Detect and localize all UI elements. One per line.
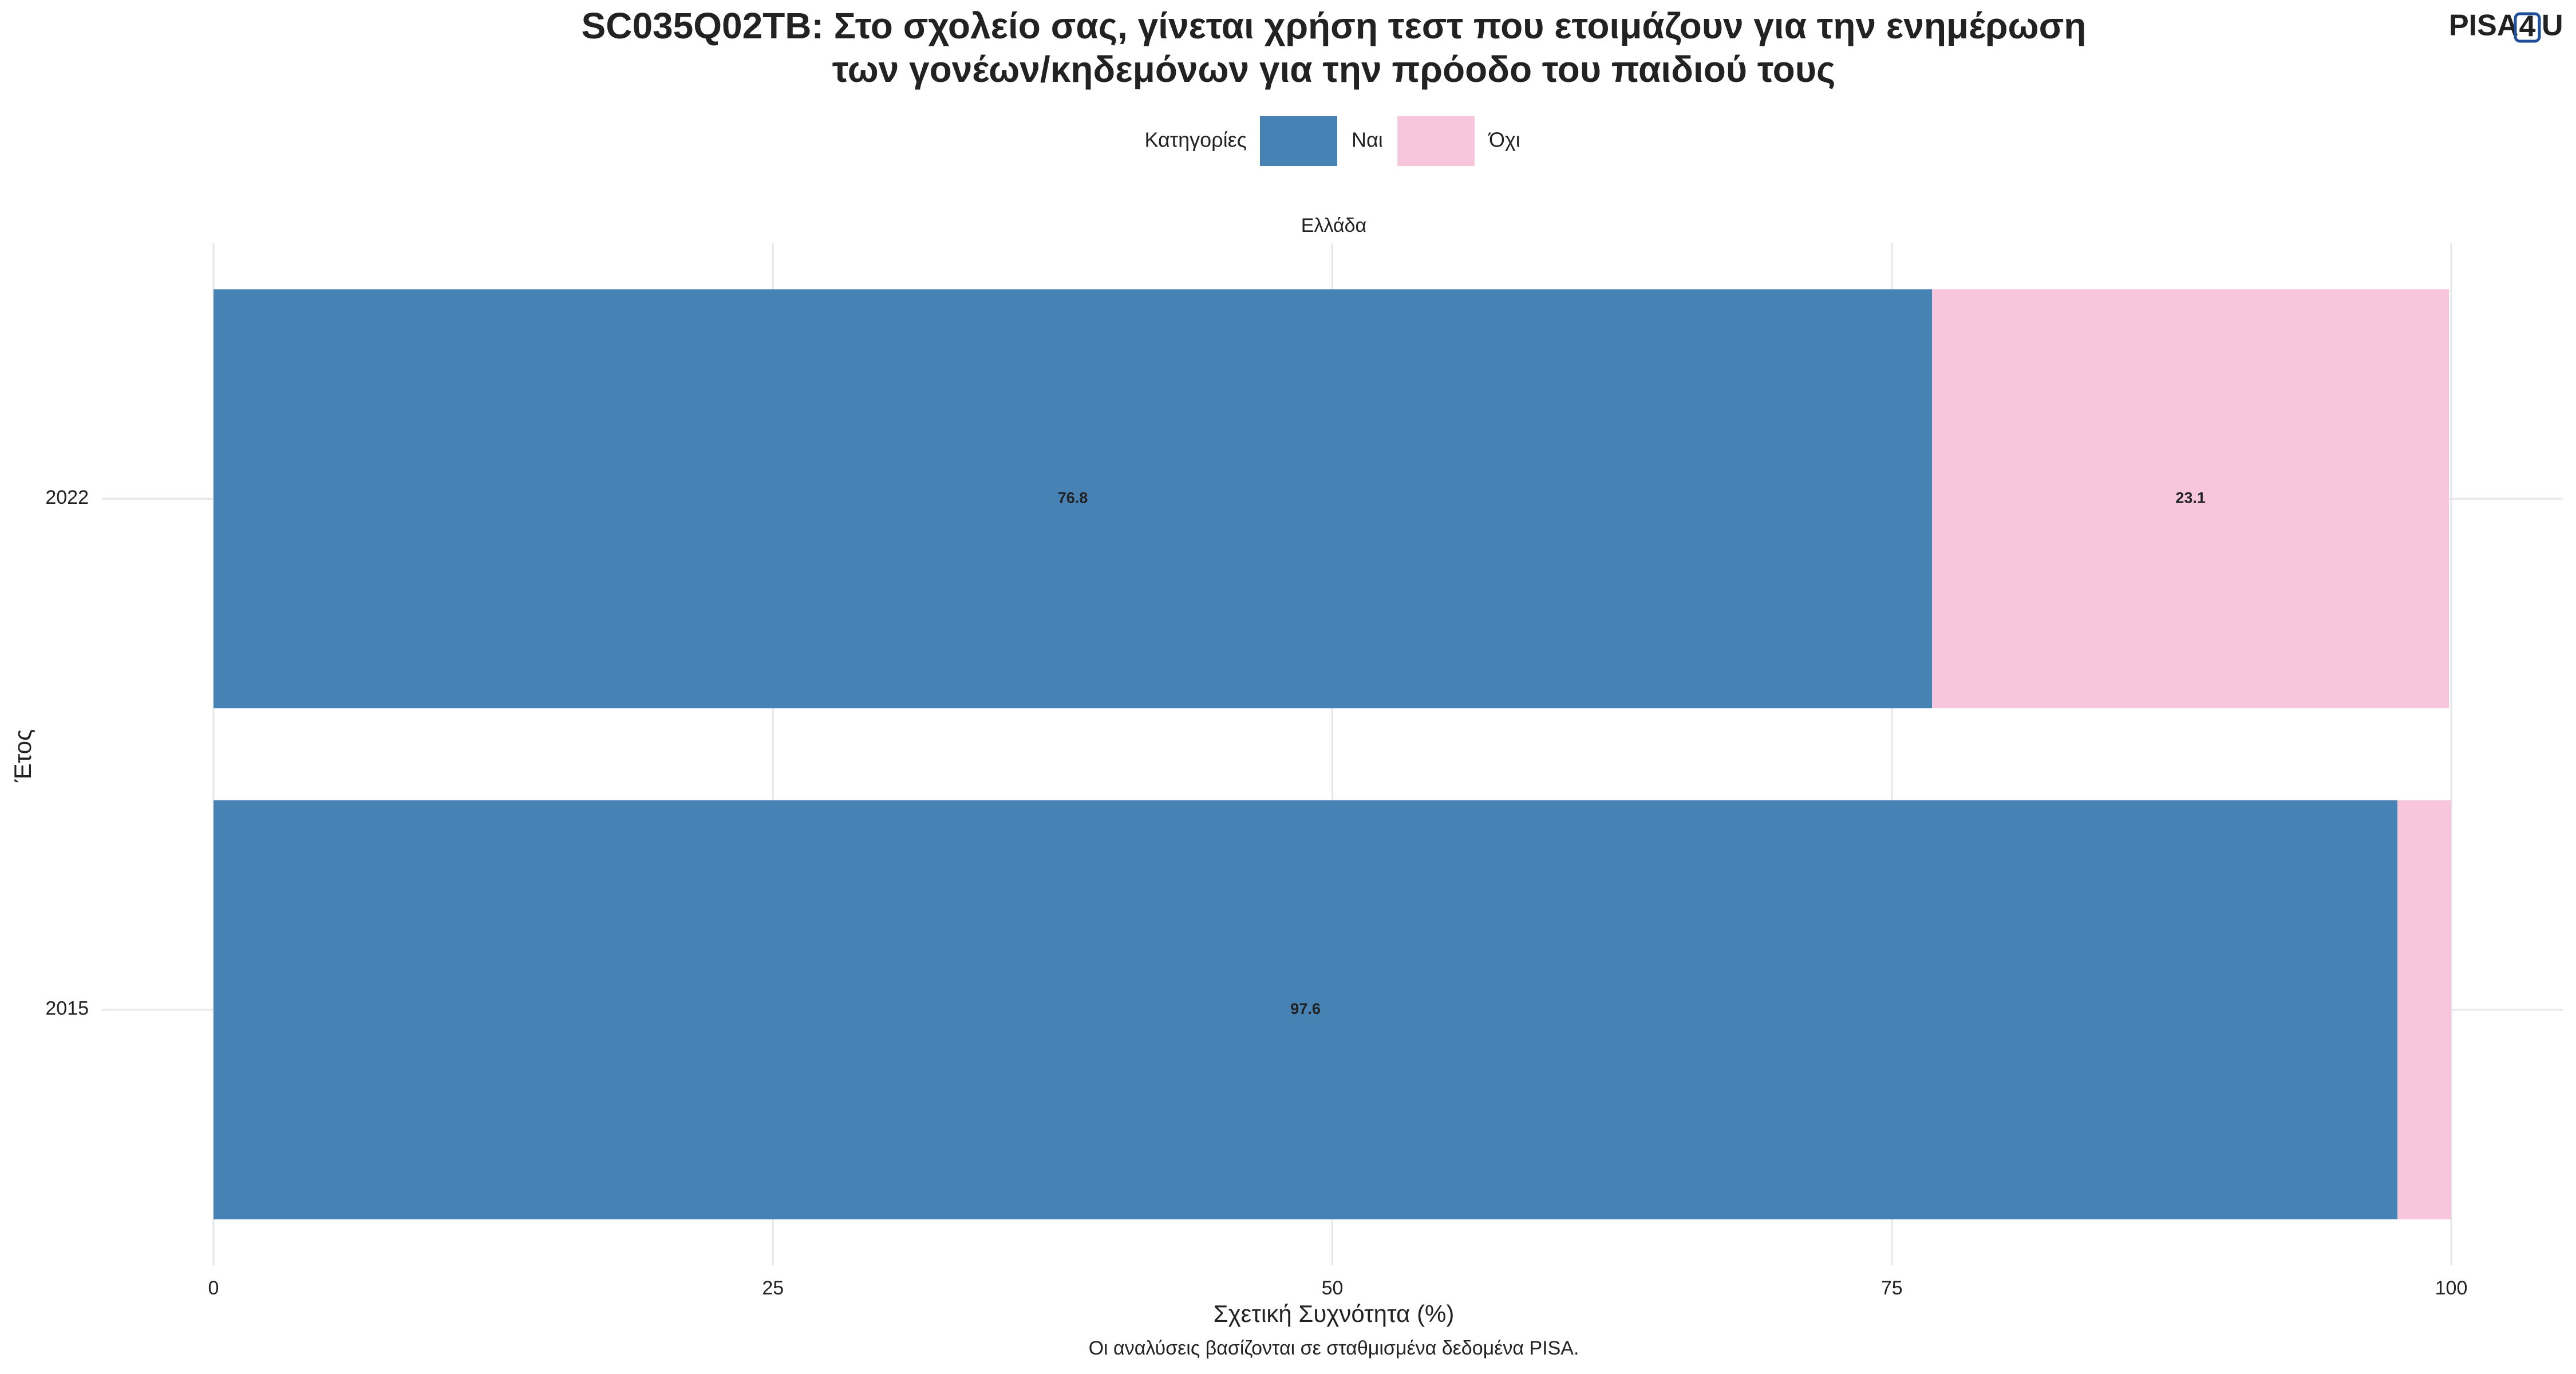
legend-label: Ναι: [1352, 128, 1383, 152]
legend: Ναι Όχι: [1260, 116, 1520, 166]
x-axis-label: Σχετική Συχνότητα (%): [1214, 1300, 1455, 1327]
facet-label: Ελλάδα: [1301, 215, 1366, 236]
chart-title: των γονέων/κηδεμόνων για την πρόοδο του …: [832, 49, 1835, 90]
y-axis-label: Έτος: [9, 729, 36, 783]
data-label: 76.8: [1058, 489, 1088, 506]
legend-title: Κατηγορίες: [1144, 128, 1247, 152]
logo-box: [2514, 12, 2541, 43]
x-tick-label: 50: [1322, 1277, 1344, 1299]
data-label: 97.6: [1290, 1000, 1321, 1017]
logo: PISA 4 U: [2449, 9, 2563, 44]
logo-text: 4: [2519, 10, 2536, 44]
legend-key: [1260, 116, 1337, 166]
bar-segment: [2397, 800, 2451, 1219]
legend-key: [1397, 116, 1475, 166]
bar-segment: [214, 800, 2398, 1219]
y-tick-label: 2015: [45, 998, 89, 1020]
x-tick-label: 100: [2435, 1277, 2468, 1299]
chart-title: SC035Q02TB: Στο σχολείο σας, γίνεται χρή…: [582, 5, 2087, 46]
bars: 76.8 23.1 97.6: [214, 289, 2451, 1219]
data-label: 23.1: [2175, 489, 2206, 506]
logo-text: U: [2542, 9, 2563, 42]
legend-label: Όχι: [1488, 128, 1520, 152]
logo-text: PISA: [2449, 9, 2518, 42]
x-tick-label: 25: [762, 1277, 784, 1299]
x-tick-label: 75: [1881, 1277, 1903, 1299]
caption: Οι αναλύσεις βασίζονται σε σταθμισμένα δ…: [1089, 1337, 1579, 1359]
bar-segment: [1932, 289, 2449, 709]
bar-segment: [214, 289, 1933, 709]
y-tick-label: 2022: [45, 487, 89, 508]
x-tick-label: 0: [208, 1277, 219, 1299]
